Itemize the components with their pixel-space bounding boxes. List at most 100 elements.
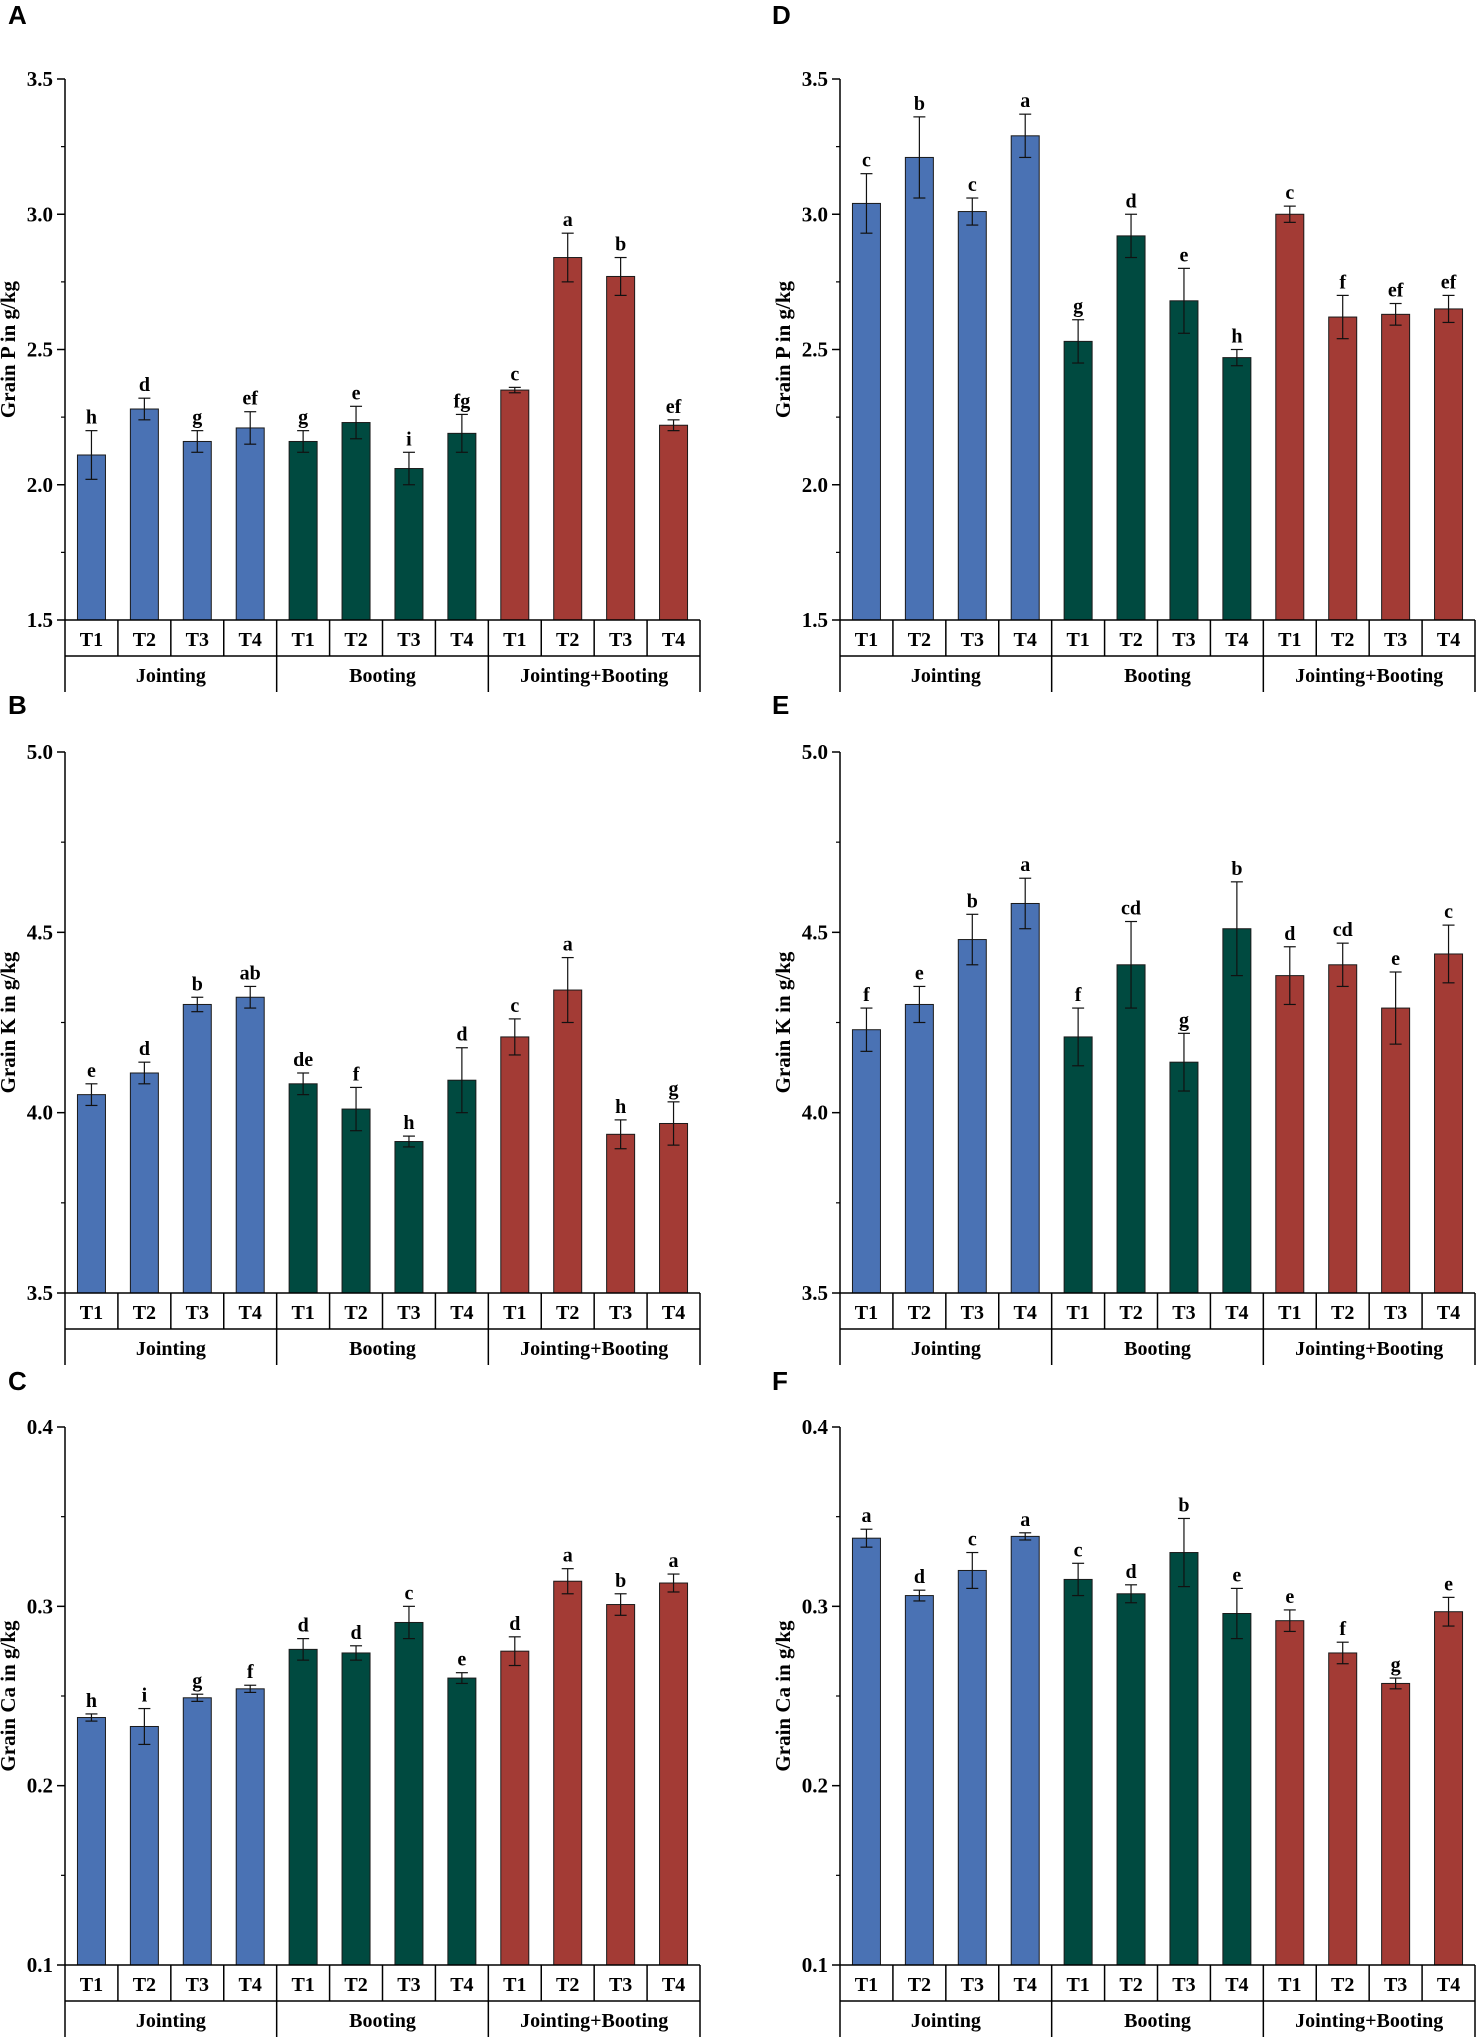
bar xyxy=(1275,213,1305,621)
significance-letter: ef xyxy=(1388,280,1404,302)
bar xyxy=(606,275,636,621)
significance-letter: e xyxy=(87,1060,96,1082)
significance-letter: e xyxy=(1391,948,1400,970)
y-tick-label: 3.5 xyxy=(802,1281,828,1305)
significance-letter: g xyxy=(1179,1009,1189,1031)
y-tick-label: 2.5 xyxy=(802,338,828,362)
significance-letter: cd xyxy=(1121,898,1141,920)
significance-letter: i xyxy=(406,428,412,450)
category-label: T3 xyxy=(1384,629,1407,651)
significance-letter: c xyxy=(1074,1539,1083,1561)
category-label: T4 xyxy=(1014,1974,1037,1996)
bar xyxy=(553,989,583,1294)
y-tick-label: 2.0 xyxy=(802,473,828,497)
bar xyxy=(957,1569,987,1966)
y-tick-label: 0.1 xyxy=(802,1953,828,1977)
bar xyxy=(659,424,689,621)
category-label: T1 xyxy=(1278,1974,1301,1996)
category-label: T2 xyxy=(1119,1974,1142,1996)
significance-letter: ef xyxy=(242,388,258,410)
bar xyxy=(288,1083,318,1294)
bar xyxy=(1222,357,1252,621)
category-label: T4 xyxy=(1014,1302,1037,1324)
chart-panel-c: C 0.1 0.2 0.3 0.4 Grain Ca in g/kg h i g f d d c e d a b… xyxy=(0,1366,701,2037)
significance-letter: f xyxy=(863,984,870,1006)
category-label: T4 xyxy=(450,629,473,651)
category-label: T1 xyxy=(1066,1974,1089,1996)
y-axis-title: Grain P in g/kg xyxy=(771,280,795,418)
significance-letter: c xyxy=(510,363,519,385)
category-label: T2 xyxy=(556,1302,579,1324)
bar xyxy=(182,1003,212,1294)
category-label: T1 xyxy=(291,1974,314,1996)
chart-panel-e: E 3.5 4.0 4.5 5.0 Grain K in g/kg f e b a f cd g b d cd… xyxy=(771,690,1476,1365)
bar xyxy=(1434,953,1464,1294)
bar xyxy=(1169,1061,1199,1294)
y-tick-label: 3.5 xyxy=(27,1281,53,1305)
group-label: Booting xyxy=(1124,665,1191,687)
chart-panel-b: B 3.5 4.0 4.5 5.0 Grain K in g/kg e d b ab de f h d c a… xyxy=(0,690,701,1365)
category-label: T1 xyxy=(291,629,314,651)
bar xyxy=(851,202,881,621)
category-label: T4 xyxy=(450,1974,473,1996)
y-tick-label: 4.0 xyxy=(802,1101,828,1125)
bar xyxy=(235,1688,265,1966)
bar xyxy=(957,211,987,621)
bar xyxy=(500,1650,530,1966)
category-label: T3 xyxy=(186,1302,209,1324)
category-label: T4 xyxy=(239,1302,262,1324)
y-tick-label: 0.1 xyxy=(27,1953,53,1977)
significance-letter: a xyxy=(563,934,573,956)
bar xyxy=(1275,975,1305,1294)
bar xyxy=(1169,1552,1199,1966)
group-label: Booting xyxy=(349,1338,416,1360)
category-label: T2 xyxy=(1331,1974,1354,1996)
bar xyxy=(394,468,424,621)
category-label: T4 xyxy=(662,1302,685,1324)
category-label: T4 xyxy=(1225,629,1248,651)
category-label: T1 xyxy=(855,1302,878,1324)
significance-letter: f xyxy=(353,1063,360,1085)
category-label: T1 xyxy=(503,629,526,651)
bar xyxy=(447,1677,477,1966)
group-label: Jointing+Booting xyxy=(1295,2010,1443,2032)
bar xyxy=(904,156,934,621)
bar xyxy=(553,257,583,621)
category-label: T4 xyxy=(1225,1302,1248,1324)
category-label: T1 xyxy=(291,1302,314,1324)
significance-letter: e xyxy=(915,962,924,984)
category-label: T3 xyxy=(609,1974,632,1996)
significance-letter: h xyxy=(86,1690,97,1712)
category-label: T2 xyxy=(344,1302,367,1324)
bar xyxy=(851,1029,881,1294)
significance-letter: i xyxy=(142,1685,148,1707)
bar xyxy=(1275,1620,1305,1966)
y-tick-label: 0.3 xyxy=(27,1594,53,1618)
group-label: Jointing xyxy=(136,1338,206,1360)
significance-letter: e xyxy=(457,1649,466,1671)
category-label: T4 xyxy=(1014,629,1037,651)
significance-letter: a xyxy=(1020,854,1030,876)
bar xyxy=(1063,1578,1093,1966)
y-tick-label: 2.5 xyxy=(27,338,53,362)
category-label: T2 xyxy=(908,1974,931,1996)
significance-letter: b xyxy=(615,234,626,256)
significance-letter: f xyxy=(247,1661,254,1683)
group-label: Booting xyxy=(349,665,416,687)
category-label: T3 xyxy=(397,1974,420,1996)
group-label: Jointing+Booting xyxy=(520,1338,668,1360)
category-label: T1 xyxy=(1066,1302,1089,1324)
significance-letter: g xyxy=(298,407,308,429)
bar xyxy=(1328,316,1358,621)
panel-letter: C xyxy=(8,1366,27,1396)
significance-letter: a xyxy=(1020,1509,1030,1531)
significance-letter: ef xyxy=(1441,271,1457,293)
significance-letter: h xyxy=(86,407,97,429)
category-label: T2 xyxy=(556,629,579,651)
y-tick-label: 5.0 xyxy=(27,740,53,764)
bar xyxy=(553,1580,583,1966)
category-label: T3 xyxy=(961,1302,984,1324)
bar xyxy=(1010,902,1040,1294)
significance-letter: de xyxy=(293,1049,313,1071)
significance-letter: h xyxy=(615,1096,626,1118)
